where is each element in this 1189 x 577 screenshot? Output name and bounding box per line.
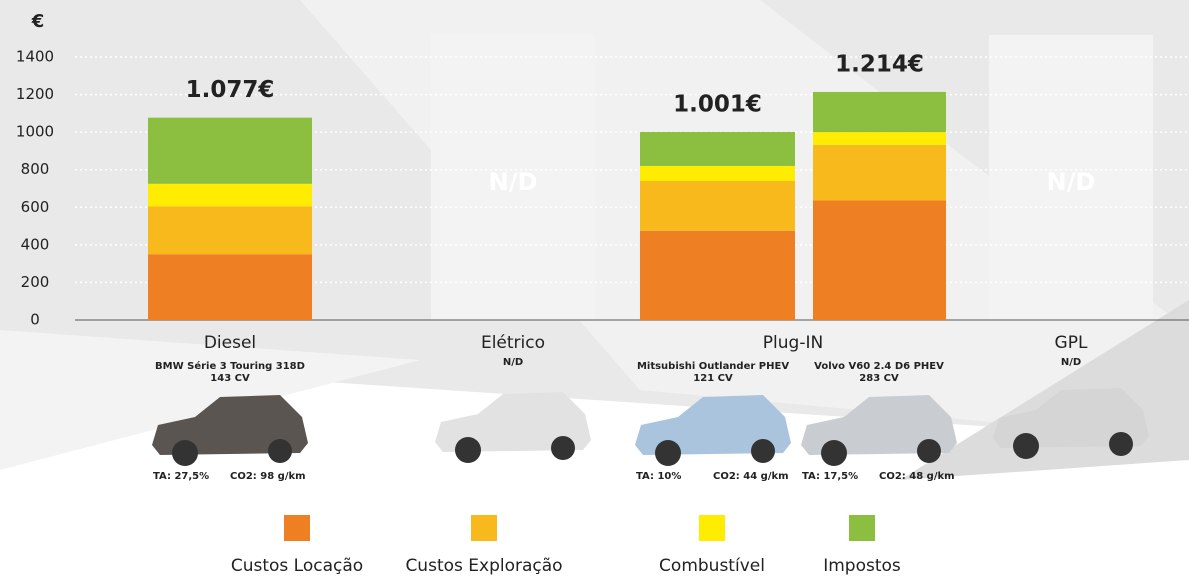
- car-wheel: [655, 440, 681, 466]
- group-note: N/D: [503, 357, 523, 368]
- bar-segment: [148, 254, 312, 320]
- bar-segment: [640, 181, 795, 231]
- bar-segment: [148, 118, 312, 184]
- group-note: N/D: [1061, 357, 1081, 368]
- x-tick-label: Plug-IN: [763, 333, 823, 353]
- chart: € N/D N/D 0 200 400 600 800 1000 1200 1400 1.077€ 1…: [0, 0, 1189, 577]
- car-ta: TA: 27,5%: [153, 471, 209, 482]
- car-co2: CO2: 48 g/km: [879, 471, 955, 482]
- car-wheel: [821, 440, 847, 466]
- car-power: 121 CV: [693, 373, 733, 384]
- car-model: Volvo V60 2.4 D6 PHEV: [814, 361, 944, 372]
- total-label: 1.214€: [835, 51, 924, 77]
- car-wheel: [172, 440, 198, 466]
- car-wheel: [551, 436, 575, 460]
- bar-segment: [813, 92, 946, 132]
- car-wheel: [917, 439, 941, 463]
- bar-segment: [640, 231, 795, 320]
- car-power: 143 CV: [210, 373, 250, 384]
- car-wheel: [1109, 432, 1133, 456]
- car-model: BMW Série 3 Touring 318D: [155, 360, 305, 372]
- car-wheel: [751, 439, 775, 463]
- y-tick-label: 0: [30, 311, 40, 329]
- placeholder-label: N/D: [1047, 168, 1096, 196]
- car-wheel: [1013, 433, 1039, 459]
- legend-swatch: [471, 515, 497, 541]
- y-tick-label: 600: [21, 198, 50, 216]
- car-model: Mitsubishi Outlander PHEV: [637, 361, 789, 372]
- car-ta: TA: 10%: [636, 471, 681, 482]
- bar-segment: [813, 132, 946, 145]
- total-label: 1.001€: [673, 91, 762, 117]
- bar-segment: [148, 184, 312, 207]
- total-label: 1.077€: [186, 77, 275, 103]
- car-wheel: [268, 439, 292, 463]
- car-power: 283 CV: [859, 373, 899, 384]
- legend-swatch: [699, 515, 725, 541]
- legend-swatch: [849, 515, 875, 541]
- y-tick-label: 1000: [16, 123, 54, 141]
- x-tick-label: GPL: [1055, 333, 1088, 353]
- legend-label: Combustível: [659, 556, 765, 576]
- car-co2: CO2: 98 g/km: [230, 471, 306, 482]
- car-wheel: [455, 437, 481, 463]
- x-tick-label: Elétrico: [481, 333, 545, 353]
- y-tick-label: 800: [21, 160, 50, 178]
- y-tick-label: 1200: [16, 85, 54, 103]
- legend-label: Custos Exploração: [405, 556, 562, 576]
- car-co2: CO2: 44 g/km: [713, 471, 789, 482]
- y-tick-label: 1400: [16, 48, 54, 66]
- bar-segment: [813, 201, 946, 320]
- bar-segment: [148, 206, 312, 254]
- y-axis-label: €: [31, 11, 45, 32]
- bar-segment: [640, 132, 795, 166]
- placeholder-label: N/D: [489, 168, 538, 196]
- legend-label: Custos Locação: [231, 556, 363, 576]
- car-ta: TA: 17,5%: [802, 471, 858, 482]
- bar-segment: [813, 145, 946, 201]
- bar-segment: [640, 166, 795, 181]
- legend-label: Impostos: [823, 556, 901, 576]
- legend-swatch: [284, 515, 310, 541]
- y-tick-label: 200: [21, 273, 50, 291]
- x-tick-label: Diesel: [204, 333, 256, 353]
- y-tick-label: 400: [21, 235, 50, 253]
